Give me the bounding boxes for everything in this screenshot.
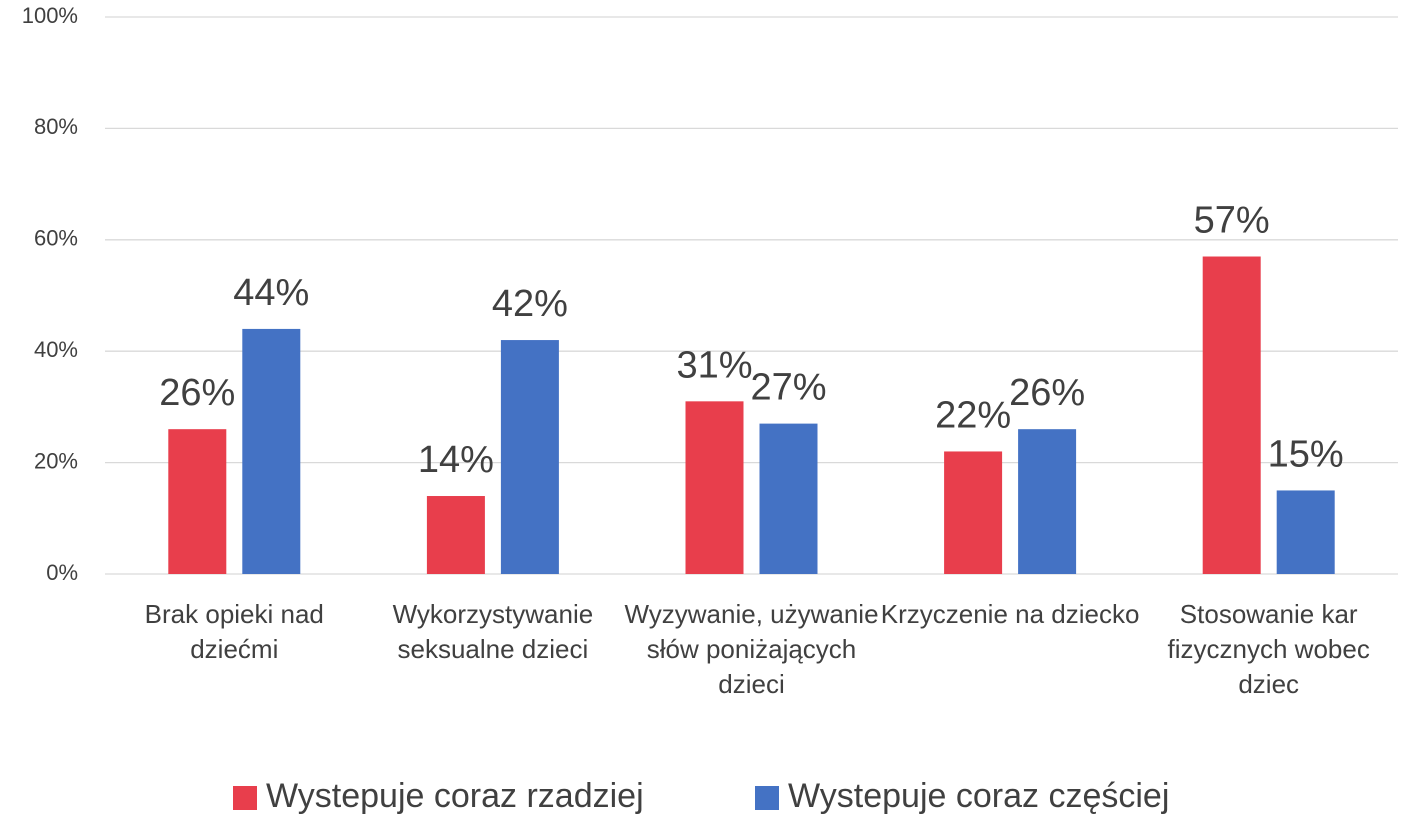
- data-label: 26%: [1009, 372, 1085, 414]
- bar: [1202, 256, 1261, 574]
- legend-swatch: [233, 786, 257, 810]
- bar: [426, 496, 485, 574]
- data-label: 15%: [1268, 433, 1344, 475]
- y-tick-label: 100%: [22, 3, 78, 28]
- data-label: 57%: [1194, 200, 1270, 242]
- bar: [168, 429, 227, 574]
- data-label: 31%: [676, 344, 752, 386]
- data-label: 22%: [935, 394, 1011, 436]
- x-tick-label: Brak opieki nad dziećmi: [144, 599, 324, 664]
- bar: [500, 340, 559, 574]
- data-label: 44%: [233, 272, 309, 314]
- bar: [242, 328, 301, 574]
- x-tick-label: Krzyczenie na dziecko: [880, 599, 1140, 629]
- data-label: 27%: [750, 367, 826, 409]
- bar: [1276, 490, 1335, 574]
- x-tick-label: Stosowanie kar fizycznych wobec dziec: [1167, 599, 1370, 699]
- legend-label: Wystepuje coraz częściej: [788, 777, 1169, 815]
- x-tick-label: Wykorzystywanie seksualne dzieci: [392, 599, 594, 664]
- legend-label: Wystepuje coraz rzadziej: [266, 777, 644, 815]
- y-tick-label: 20%: [34, 448, 78, 473]
- legend-swatch: [755, 786, 779, 810]
- bar: [1018, 429, 1077, 574]
- y-tick-label: 0%: [46, 560, 78, 585]
- bar: [759, 423, 818, 574]
- data-label: 42%: [492, 283, 568, 325]
- x-tick-label: Wyzywanie, używanie słów poniżających dz…: [624, 599, 879, 699]
- y-tick-label: 40%: [34, 337, 78, 362]
- data-label: 14%: [418, 439, 494, 481]
- bar: [685, 401, 744, 574]
- data-label: 26%: [159, 372, 235, 414]
- bar: [944, 451, 1003, 574]
- y-tick-label: 80%: [34, 114, 78, 139]
- y-tick-label: 60%: [34, 226, 78, 251]
